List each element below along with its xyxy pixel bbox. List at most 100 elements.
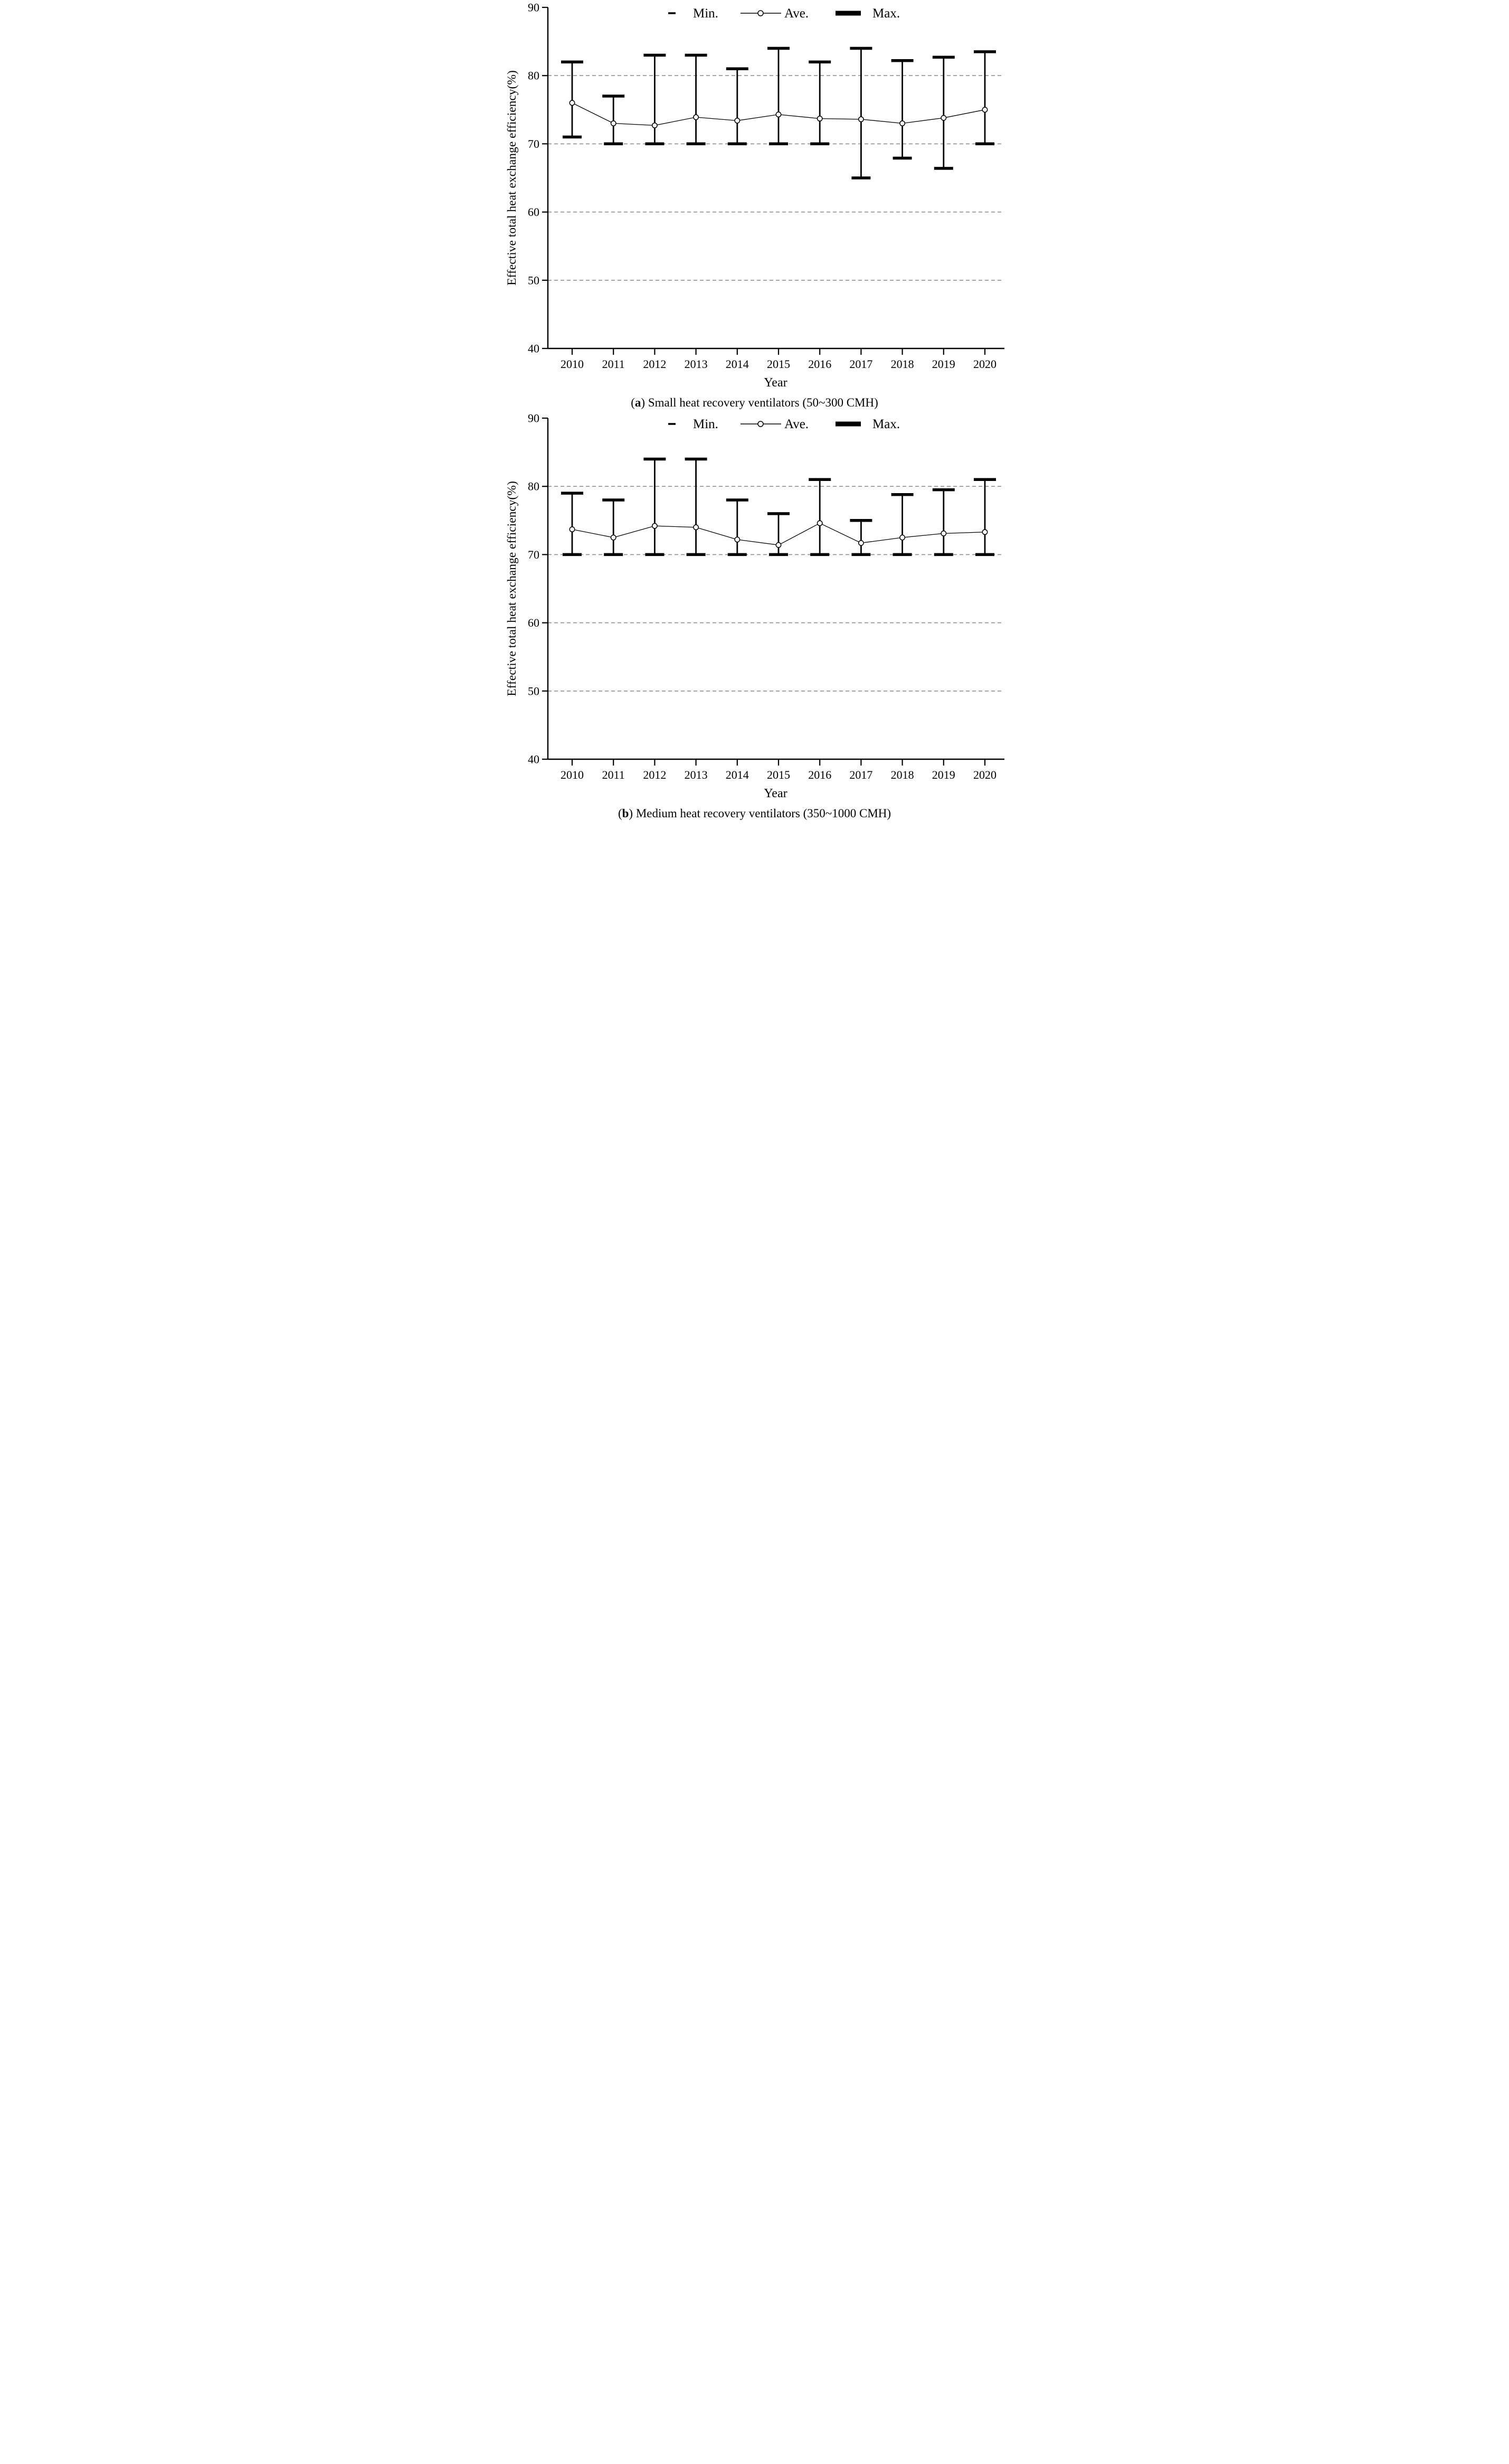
errorbar-2010 — [561, 492, 583, 556]
errorbar-2012 — [643, 53, 666, 146]
legend-max-label: Max. — [872, 6, 900, 21]
x-tick-label-2017: 2017 — [849, 357, 872, 371]
errorbar-2013 — [685, 53, 707, 146]
legend: Min. Ave. Max. — [668, 6, 900, 21]
errorbar-2016 — [809, 60, 831, 146]
caption-a-prefix: ( — [631, 395, 635, 409]
x-axis-title-a: Year — [764, 376, 787, 390]
legend-min-label: Min. — [693, 417, 718, 431]
x-tick-label-2016: 2016 — [808, 357, 831, 371]
caption-a-text: Small heat recovery ventilators (50~300 … — [648, 395, 878, 409]
x-tick-label-2018: 2018 — [891, 357, 914, 371]
caption-b-suffix: ) — [629, 806, 633, 820]
y-tick-label-80: 80 — [528, 69, 539, 82]
errorbar-2014 — [726, 67, 748, 146]
legend: Min. Ave. Max. — [668, 417, 900, 431]
errorbar-2019 — [932, 488, 955, 556]
ave-marker-2011 — [610, 534, 616, 541]
x-tick-label-2011: 2011 — [602, 357, 625, 371]
errorbar-2015 — [767, 512, 790, 556]
ave-marker-2015 — [775, 542, 782, 548]
errorbar-2017 — [850, 519, 872, 556]
x-tick-label-2011: 2011 — [602, 768, 625, 781]
caption-a-suffix: ) — [641, 395, 646, 409]
errorbar-2018 — [891, 493, 914, 556]
y-tick-label-60: 60 — [528, 616, 539, 629]
ave-marker-2020 — [982, 529, 988, 535]
legend-ave-marker — [757, 10, 764, 16]
legend-ave-marker — [757, 421, 764, 427]
y-tick-label-40: 40 — [528, 753, 539, 766]
errorbar-2019 — [932, 55, 955, 170]
y-tick-label-50: 50 — [528, 684, 539, 697]
y-tick-label-70: 70 — [528, 548, 539, 561]
x-tick-label-2017: 2017 — [849, 768, 872, 781]
ave-marker-2017 — [858, 540, 864, 546]
x-tick-label-2010: 2010 — [561, 768, 584, 781]
caption-b-letter: b — [622, 806, 629, 820]
ave-marker-2016 — [817, 520, 823, 526]
errorbar-2020 — [974, 478, 996, 556]
y-tick-label-80: 80 — [528, 480, 539, 493]
errorbar-2012 — [643, 457, 666, 556]
ave-marker-2012 — [651, 523, 658, 529]
errorbar-2010 — [561, 60, 583, 139]
x-tick-label-2016: 2016 — [808, 768, 831, 781]
x-tick-label-2010: 2010 — [561, 357, 584, 371]
ave-marker-2013 — [693, 114, 699, 120]
ave-marker-2017 — [858, 116, 864, 122]
ave-marker-2020 — [982, 107, 988, 113]
legend-min-label: Min. — [693, 6, 718, 21]
x-axis-title-b: Year — [764, 787, 787, 801]
caption-b: (b) Medium heat recovery ventilators (35… — [503, 806, 1006, 821]
ave-marker-2019 — [941, 115, 947, 121]
ave-marker-2019 — [941, 531, 947, 536]
ave-marker-2015 — [775, 111, 782, 118]
x-tick-label-2013: 2013 — [685, 768, 708, 781]
x-tick-label-2020: 2020 — [973, 768, 996, 781]
ave-marker-2014 — [734, 536, 741, 543]
ave-marker-2016 — [817, 116, 823, 122]
ave-marker-2014 — [734, 118, 741, 124]
errorbar-2013 — [685, 457, 707, 556]
caption-b-prefix: ( — [618, 806, 622, 820]
chart-b: 90 80 70 60 50 40 2010 2011 2012 2013 2014 2015 2016… — [503, 412, 1006, 820]
x-tick-label-2020: 2020 — [973, 357, 996, 371]
y-axis-title: Effective total heat exchange efficiency… — [505, 481, 519, 696]
errorbar-2014 — [726, 498, 748, 556]
errorbar-2015 — [767, 46, 790, 146]
errorbar-2020 — [974, 50, 996, 146]
ave-marker-2010 — [569, 526, 575, 533]
x-tick-label-2014: 2014 — [726, 768, 749, 781]
y-tick-label-90: 90 — [528, 1, 539, 14]
y-tick-label-60: 60 — [528, 205, 539, 219]
x-tick-label-2019: 2019 — [932, 357, 955, 371]
y-tick-label-40: 40 — [528, 342, 539, 355]
ave-marker-2018 — [899, 120, 906, 127]
errorbar-2011 — [602, 95, 625, 146]
y-tick-label-50: 50 — [528, 273, 539, 287]
caption-a-letter: a — [634, 395, 641, 409]
chart-a: 90 80 70 60 50 40 2010 2011 2012 2013 2014 2015 2016… — [503, 1, 1006, 410]
legend-ave-label: Ave. — [784, 417, 809, 431]
x-tick-label-2015: 2015 — [767, 768, 790, 781]
y-tick-label-90: 90 — [528, 412, 539, 425]
ave-marker-2011 — [610, 120, 616, 127]
x-tick-label-2018: 2018 — [891, 768, 914, 781]
legend-max-label: Max. — [872, 417, 900, 431]
ave-marker-2010 — [569, 100, 575, 106]
figure: 90 80 70 60 50 40 2010 2011 2012 2013 2014 2015 2016… — [503, 0, 1006, 824]
x-tick-label-2013: 2013 — [685, 357, 708, 371]
x-tick-label-2012: 2012 — [643, 768, 666, 781]
chart-a-canvas: 90 80 70 60 50 40 2010 2011 2012 2013 2014 2015 2016… — [505, 1, 1004, 371]
errorbar-2011 — [602, 498, 625, 556]
x-tick-label-2019: 2019 — [932, 768, 955, 781]
x-tick-label-2014: 2014 — [726, 357, 749, 371]
ave-marker-2018 — [899, 534, 906, 541]
x-tick-label-2012: 2012 — [643, 357, 666, 371]
errorbar-2016 — [809, 478, 831, 556]
y-tick-label-70: 70 — [528, 137, 539, 150]
ave-marker-2012 — [651, 122, 658, 128]
ave-marker-2013 — [693, 524, 699, 531]
chart-b-canvas: 90 80 70 60 50 40 2010 2011 2012 2013 2014 2015 2016… — [505, 412, 1004, 781]
